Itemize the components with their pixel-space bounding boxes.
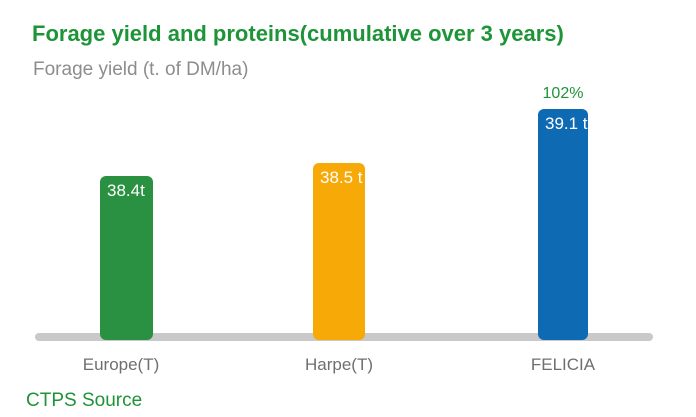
felicia-percent-annotation: 102%	[542, 85, 584, 102]
bar-europe: 38.4t	[100, 176, 153, 340]
x-axis-label-harpe: Harpe(T)	[304, 355, 373, 374]
bar-value-label-felicia: 39.1 t	[545, 114, 588, 133]
x-axis-label-europe: Europe(T)	[82, 355, 160, 374]
bar-felicia: 39.1 t	[538, 109, 588, 340]
bar-harpe: 38.5 t	[313, 163, 365, 340]
source-note: CTPS Source	[26, 390, 143, 411]
x-axis-label-felicia: FELICIA	[530, 355, 596, 374]
bar-value-label-europe: 38.4t	[107, 181, 145, 200]
chart-subtitle: Forage yield (t. of DM/ha)	[33, 59, 249, 80]
bar-value-label-harpe: 38.5 t	[320, 168, 363, 187]
chart-title: Forage yield and proteins(cumulative ove…	[32, 21, 564, 46]
